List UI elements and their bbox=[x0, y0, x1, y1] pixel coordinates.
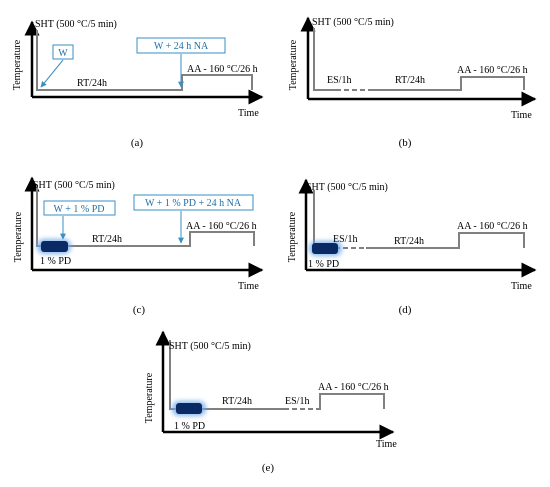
callout-text-w: W bbox=[58, 48, 68, 59]
panel-caption: (c) bbox=[133, 304, 146, 316]
rt-label: RT/24h bbox=[395, 75, 425, 86]
panel-caption: (e) bbox=[262, 462, 275, 474]
temperature-axis-label: Temperature bbox=[144, 372, 155, 423]
sht-label: SHT (500 °C/5 min) bbox=[33, 180, 115, 191]
deformation-bar bbox=[176, 403, 202, 414]
panel-caption: (b) bbox=[399, 137, 412, 149]
callout-text-w-pd-na: W + 1 % PD + 24 h NA bbox=[145, 198, 242, 209]
rt-label: RT/24h bbox=[92, 234, 122, 245]
es-label: ES/1h bbox=[333, 234, 357, 245]
time-axis-label: Time bbox=[511, 281, 532, 292]
panel-a: Temperature Time SHT (500 °C/5 min) RT/2… bbox=[12, 19, 264, 149]
temperature-axis-label: Temperature bbox=[287, 211, 298, 262]
aa-label: AA - 160 °C/26 h bbox=[318, 382, 389, 393]
time-axis-label: Time bbox=[376, 439, 397, 450]
panel-caption: (a) bbox=[131, 137, 144, 149]
sht-label: SHT (500 °C/5 min) bbox=[312, 17, 394, 28]
time-axis-label: Time bbox=[238, 281, 259, 292]
rt-label: RT/24h bbox=[222, 396, 252, 407]
callout-box-w-pd bbox=[43, 200, 116, 216]
panel-d: Temperature Time SHT (500 °C/5 min) 1 % … bbox=[287, 178, 537, 316]
temperature-axis-label: Temperature bbox=[288, 39, 299, 90]
callout-text-w-pd: W + 1 % PD bbox=[53, 204, 104, 215]
es-label: ES/1h bbox=[285, 396, 309, 407]
callout-arrow-w bbox=[40, 59, 64, 88]
process-path bbox=[36, 185, 255, 247]
panel-e: Temperature Time SHT (500 °C/5 min) 1 % … bbox=[144, 330, 397, 474]
process-path-solid-start bbox=[169, 340, 284, 410]
callout-box-w bbox=[52, 44, 74, 60]
sht-label: SHT (500 °C/5 min) bbox=[306, 182, 388, 193]
aa-label: AA - 160 °C/26 h bbox=[187, 64, 258, 75]
time-axis-label: Time bbox=[238, 108, 259, 119]
callout-box-w-na bbox=[136, 37, 226, 54]
panel-b: Temperature Time SHT (500 °C/5 min) ES/1… bbox=[288, 16, 537, 149]
sht-label: SHT (500 °C/5 min) bbox=[169, 341, 251, 352]
process-path-solid-start bbox=[313, 28, 336, 91]
aa-label: AA - 160 °C/26 h bbox=[457, 65, 528, 76]
aa-label: AA - 160 °C/26 h bbox=[457, 221, 528, 232]
pd-label: 1 % PD bbox=[40, 256, 71, 267]
process-path-solid-start bbox=[313, 190, 335, 249]
temperature-axis-label: Temperature bbox=[13, 211, 24, 262]
panel-caption: (d) bbox=[399, 304, 412, 316]
process-path-solid-end bbox=[366, 232, 525, 249]
callout-text-w-na: W + 24 h NA bbox=[154, 41, 209, 52]
es-label: ES/1h bbox=[327, 75, 351, 86]
rt-label: RT/24h bbox=[77, 78, 107, 89]
sht-label: SHT (500 °C/5 min) bbox=[35, 19, 117, 30]
pd-label: 1 % PD bbox=[308, 259, 339, 270]
temperature-axis-label: Temperature bbox=[12, 39, 23, 90]
process-path-solid-end bbox=[318, 393, 385, 410]
rt-label: RT/24h bbox=[394, 236, 424, 247]
pd-label: 1 % PD bbox=[174, 421, 205, 432]
deformation-bar bbox=[312, 243, 338, 254]
process-path-solid-end bbox=[368, 76, 525, 91]
callout-box-w-pd-na bbox=[133, 194, 254, 211]
panel-c: Temperature Time SHT (500 °C/5 min) 1 % … bbox=[13, 176, 264, 316]
aa-label: AA - 160 °C/26 h bbox=[186, 221, 257, 232]
deformation-bar bbox=[41, 241, 68, 252]
time-axis-label: Time bbox=[511, 110, 532, 121]
